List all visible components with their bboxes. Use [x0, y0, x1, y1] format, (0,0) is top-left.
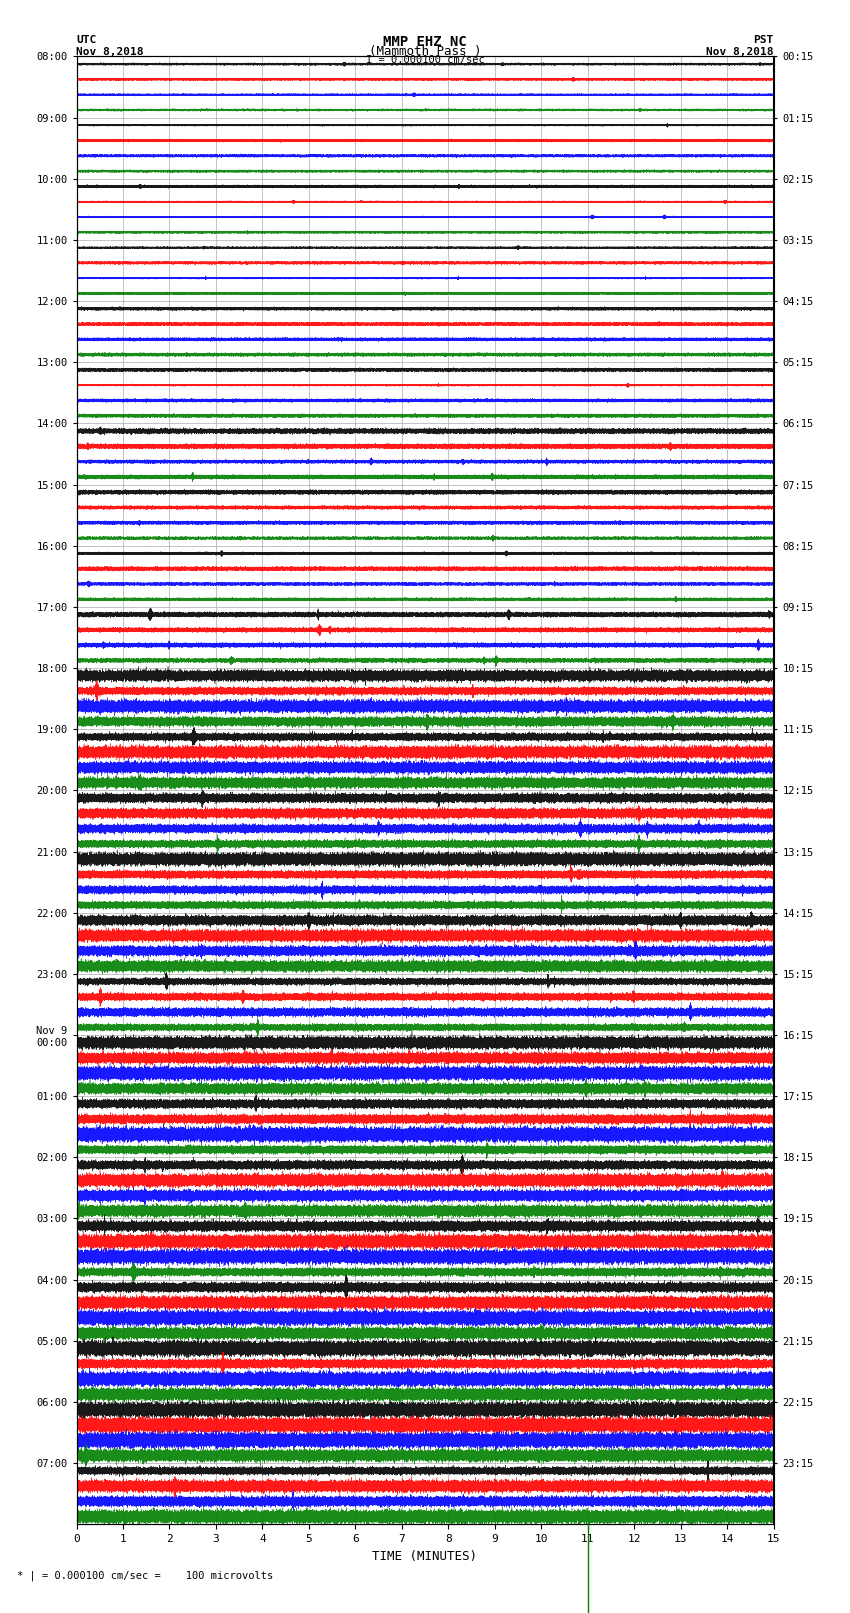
- Text: MMP EHZ NC: MMP EHZ NC: [383, 35, 467, 50]
- Text: * | = 0.000100 cm/sec =    100 microvolts: * | = 0.000100 cm/sec = 100 microvolts: [17, 1569, 273, 1581]
- Text: PST
Nov 8,2018: PST Nov 8,2018: [706, 35, 774, 56]
- X-axis label: TIME (MINUTES): TIME (MINUTES): [372, 1550, 478, 1563]
- Text: UTC
Nov 8,2018: UTC Nov 8,2018: [76, 35, 144, 56]
- Text: I = 0.000100 cm/sec: I = 0.000100 cm/sec: [366, 55, 484, 65]
- Text: (Mammoth Pass ): (Mammoth Pass ): [369, 45, 481, 58]
